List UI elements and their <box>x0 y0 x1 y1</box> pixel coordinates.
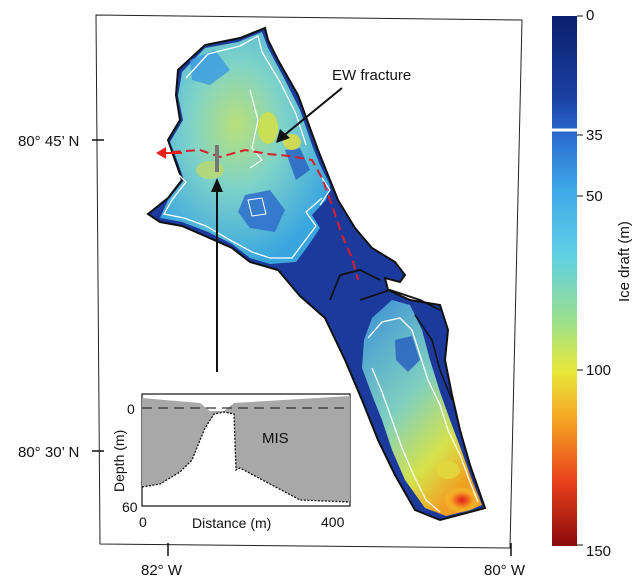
lat-label-45: 80° 45’ N <box>18 133 79 150</box>
colorbar-title: Ice draft (m) <box>616 221 633 302</box>
cb-label-100: 100 <box>586 362 611 379</box>
cb-label-50: 50 <box>586 188 603 205</box>
thick-ice-spot <box>436 461 460 479</box>
inset-xtick-400: 400 <box>321 514 345 530</box>
deep-patch-1 <box>238 190 285 232</box>
thickest-ice-spot <box>444 487 480 513</box>
ew-fracture-label: EW fracture <box>332 67 411 84</box>
contour-north-3 <box>249 89 263 169</box>
inset-label: MIS <box>262 430 289 447</box>
contour-south-1 <box>367 317 479 503</box>
contour-north-5 <box>247 197 267 217</box>
colorbar: 0 35 50 100 150 Ice draft (m) <box>552 7 633 560</box>
contour-south-2 <box>371 367 441 513</box>
shelf-boundary-3 <box>414 314 453 401</box>
cb-label-0: 0 <box>586 7 594 24</box>
ew-fracture-pointer <box>281 87 343 138</box>
contour-north-4 <box>319 174 331 206</box>
ew-fracture-arrowhead <box>276 129 290 143</box>
cb-label-35: 35 <box>586 127 603 144</box>
west-arrow-head <box>156 147 166 159</box>
profile-fill <box>142 396 350 502</box>
lon-label-80: 80° W <box>484 562 526 579</box>
colorbar-ramp <box>552 16 577 546</box>
thin-ice-spot-1 <box>258 112 278 144</box>
inset-pointer-head <box>211 178 223 192</box>
cb-label-150: 150 <box>586 543 611 560</box>
shelf-boundary-2 <box>329 269 381 301</box>
contour-north-2 <box>162 167 323 259</box>
inset-ylabel: Depth (m) <box>111 430 127 492</box>
deep-patch-2 <box>190 50 230 85</box>
inset-ytick-0: 0 <box>127 401 135 417</box>
lat-label-30: 80° 30’ N <box>18 444 79 461</box>
shelf-boundary-1 <box>359 289 441 311</box>
northern-basin <box>160 32 330 264</box>
inset-ytick-60: 60 <box>122 499 138 515</box>
inset-xtick-0: 0 <box>139 514 147 530</box>
thin-ice-spot-3 <box>196 161 224 179</box>
deep-patch-3 <box>285 148 310 180</box>
lon-label-82: 82° W <box>141 562 183 579</box>
deep-patch-4 <box>395 336 420 372</box>
contour-north-1 <box>185 35 307 146</box>
profile-inset: MIS 0 60 0 400 Distance (m) Depth (m) <box>111 393 351 531</box>
inset-xlabel: Distance (m) <box>192 515 271 531</box>
